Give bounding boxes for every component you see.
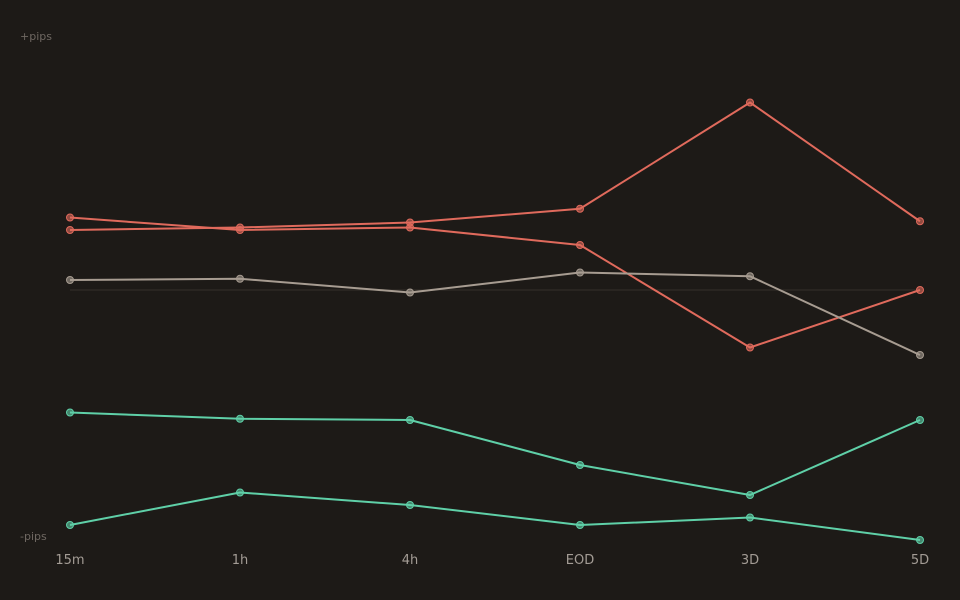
series-4-point[interactable]	[746, 491, 754, 499]
series-1-point[interactable]	[66, 226, 74, 234]
x-tick-label: 5D	[911, 553, 929, 568]
series-4-point[interactable]	[236, 414, 244, 423]
series-2-point[interactable]	[916, 286, 924, 294]
series-1-point[interactable]	[576, 204, 584, 213]
series-4-point[interactable]	[576, 461, 584, 469]
series-4-point[interactable]	[66, 408, 74, 417]
series-line-4	[69, 411, 921, 496]
x-tick-label: 3D	[741, 553, 759, 568]
series-2-point[interactable]	[66, 213, 74, 222]
series-group	[66, 98, 924, 544]
x-tick-label: 15m	[55, 553, 84, 568]
series-2-point[interactable]	[746, 343, 754, 352]
y-axis-bottom-label: -pips	[20, 530, 47, 543]
series-1-point[interactable]	[916, 217, 924, 226]
x-tick-label: 1h	[232, 553, 249, 568]
x-axis-ticks: 15m 1h 4h EOD 3D 5D	[55, 553, 929, 568]
x-tick-label: EOD	[566, 553, 594, 568]
series-3-point[interactable]	[406, 288, 414, 297]
series-4-point[interactable]	[406, 416, 414, 424]
series-line-5	[69, 491, 921, 541]
series-line-2	[69, 216, 921, 349]
series-5-point[interactable]	[576, 521, 584, 529]
series-2-point[interactable]	[236, 226, 244, 234]
series-3-point[interactable]	[746, 272, 754, 281]
series-5-point[interactable]	[746, 513, 754, 522]
y-axis-top-label: +pips	[20, 30, 52, 43]
series-5-point[interactable]	[406, 501, 414, 509]
series-3-point[interactable]	[576, 268, 584, 277]
series-2-point[interactable]	[406, 223, 414, 232]
series-3-point[interactable]	[66, 276, 74, 284]
series-line-1	[69, 101, 921, 231]
series-5-point[interactable]	[66, 521, 74, 529]
series-1-point[interactable]	[746, 98, 754, 107]
series-2-point[interactable]	[576, 241, 584, 249]
x-tick-label: 4h	[402, 553, 419, 568]
series-3-point[interactable]	[916, 351, 924, 359]
series-5-point[interactable]	[916, 536, 924, 544]
series-line-3	[69, 271, 921, 356]
series-3-point[interactable]	[236, 274, 244, 283]
series-4-point[interactable]	[916, 416, 924, 424]
series-5-point[interactable]	[236, 488, 244, 497]
